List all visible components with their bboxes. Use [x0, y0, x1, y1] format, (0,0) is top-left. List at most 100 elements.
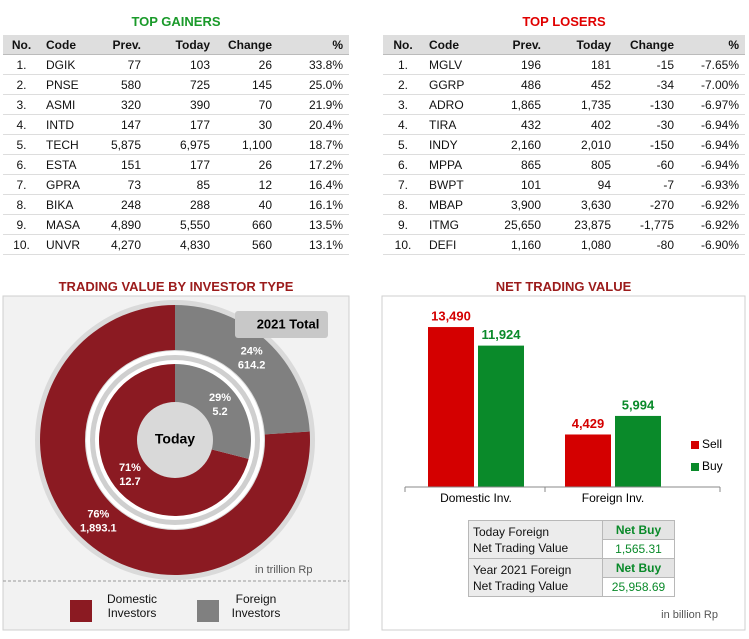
legend-label: Domestic Investors	[106, 592, 157, 620]
header-row: No. Code Prev. Today Change%	[383, 35, 745, 55]
table-cell: 2.	[383, 74, 423, 95]
unit-note: in billion Rp	[661, 609, 718, 621]
table-cell: GGRP	[423, 74, 487, 95]
table-cell: 101	[487, 174, 547, 195]
table-cell: 26	[216, 54, 278, 75]
table-cell: DGIK	[40, 54, 100, 75]
table-row: 8. BIKA 248 288 40 16.1%	[3, 194, 349, 215]
table-cell: 4,830	[147, 234, 216, 255]
table-cell: 2,160	[487, 134, 547, 155]
ring-name: 2021 Total	[257, 316, 320, 331]
table-cell: 9.	[3, 214, 40, 235]
table-cell: 17.2%	[278, 154, 349, 175]
table-cell: 16.4%	[278, 174, 349, 195]
table-cell: 23,875	[547, 214, 617, 235]
legend-swatch	[197, 600, 219, 622]
table-row: 1. DGIK 77 103 26 33.8%	[3, 54, 349, 75]
table-cell: -34	[617, 74, 680, 95]
table-cell: -80	[617, 234, 680, 255]
table-cell: 288	[147, 194, 216, 215]
table-cell: 151	[100, 154, 147, 175]
table-cell: TIRA	[423, 114, 487, 135]
table-cell: 1,735	[547, 94, 617, 115]
value-cell: 25,958.69	[602, 577, 675, 597]
table-cell: UNVR	[40, 234, 100, 255]
table-cell: 660	[216, 214, 278, 235]
table-cell: INTD	[40, 114, 100, 135]
table-row: 10. UNVR 4,270 4,830 560 13.1%	[3, 234, 349, 255]
column-header: No.	[3, 35, 40, 55]
table-cell: ITMG	[423, 214, 487, 235]
table-cell: ESTA	[40, 154, 100, 175]
table-cell: 402	[547, 114, 617, 135]
table-cell: 560	[216, 234, 278, 255]
table-row: 1. MGLV 196 181 -15 -7.65%	[383, 54, 745, 75]
table-cell: 486	[487, 74, 547, 95]
table-cell: -15	[617, 54, 680, 75]
table-row: 1,565.31	[469, 539, 675, 559]
column-header: Today	[147, 35, 216, 55]
table-row: 3. ASMI 320 390 70 21.9%	[3, 94, 349, 115]
table-cell: BWPT	[423, 174, 487, 195]
table-cell: 1,865	[487, 94, 547, 115]
table-cell: 865	[487, 154, 547, 175]
segment-amount: 614.2	[238, 359, 266, 371]
table-cell: 1.	[3, 54, 40, 75]
table-cell: -6.92%	[680, 194, 745, 215]
table-cell: -7.65%	[680, 54, 745, 75]
table-cell: INDY	[423, 134, 487, 155]
table-row: 5. TECH 5,875 6,975 1,100 18.7%	[3, 134, 349, 155]
table-cell: -7	[617, 174, 680, 195]
table-cell: 30	[216, 114, 278, 135]
header-row: No. Code Prev. Today Change%	[3, 35, 349, 55]
status-cell: Net Buy	[602, 520, 675, 540]
table-cell: 16.1%	[278, 194, 349, 215]
table-cell: 320	[100, 94, 147, 115]
column-header: %	[680, 35, 745, 55]
column-header: Prev.	[100, 35, 147, 55]
column-header: Change	[216, 35, 278, 55]
table-cell: 73	[100, 174, 147, 195]
gainers-title: TOP GAINERS	[131, 14, 221, 29]
table-cell: -130	[617, 94, 680, 115]
legend-swatch	[70, 600, 92, 622]
table-cell: 77	[100, 54, 147, 75]
losers-title: TOP LOSERS	[522, 14, 606, 29]
table-cell: 1,160	[487, 234, 547, 255]
table-row: 6. ESTA 151 177 26 17.2%	[3, 154, 349, 175]
legend-label: Foreign Investors	[231, 592, 281, 620]
table-cell: 147	[100, 114, 147, 135]
segment-percent: 71%	[119, 462, 141, 474]
table-cell: 25,650	[487, 214, 547, 235]
column-header: Change	[617, 35, 680, 55]
table-cell: GPRA	[40, 174, 100, 195]
legend-swatch	[691, 441, 699, 449]
net-trading-table: Today Foreign Net Trading Value Net Buy 1,5…	[468, 520, 675, 597]
bar-value-label: 13,490	[431, 308, 471, 323]
table-cell: 70	[216, 94, 278, 115]
table-cell: -6.92%	[680, 214, 745, 235]
legend-swatch	[691, 463, 699, 471]
table-cell: 181	[547, 54, 617, 75]
table-cell: 1,100	[216, 134, 278, 155]
label-line: Year 2021 Foreign	[473, 562, 572, 577]
table-row: 2. PNSE 580 725 145 25.0%	[3, 74, 349, 95]
table-cell: 85	[147, 174, 216, 195]
table-row: 7. BWPT 101 94 -7 -6.93%	[383, 174, 745, 195]
table-cell: 18.7%	[278, 134, 349, 155]
table-cell: -1,775	[617, 214, 680, 235]
label-line: Net Trading Value	[473, 578, 569, 593]
table-cell: MBAP	[423, 194, 487, 215]
table-cell: 452	[547, 74, 617, 95]
bar	[428, 327, 474, 487]
table-cell: MASA	[40, 214, 100, 235]
table-cell: PNSE	[40, 74, 100, 95]
table-cell: 1.	[383, 54, 423, 75]
table-cell: 177	[147, 154, 216, 175]
row-label: Year 2021 Foreign Net Trading Value	[468, 558, 603, 597]
ring-name-box	[235, 311, 328, 338]
table-cell: 26	[216, 154, 278, 175]
table-cell: 13.1%	[278, 234, 349, 255]
table-cell: 145	[216, 74, 278, 95]
